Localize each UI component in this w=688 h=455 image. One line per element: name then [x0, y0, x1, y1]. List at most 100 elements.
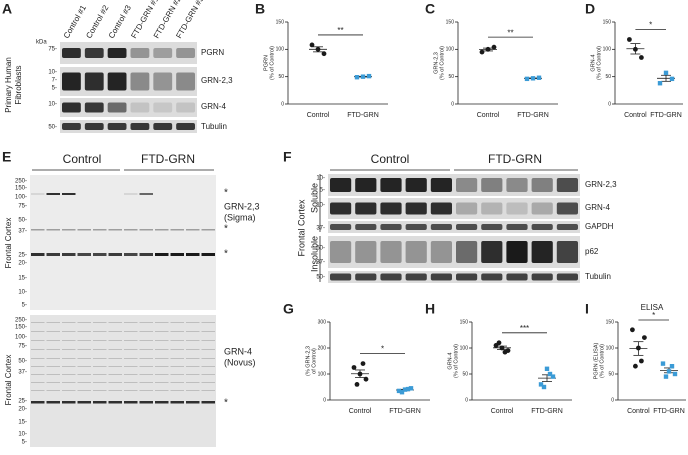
y-axis-label: PGRN: [263, 55, 269, 71]
blot-band: [124, 358, 138, 359]
blot-band: [124, 366, 138, 367]
y-tick-label: 0: [608, 101, 611, 107]
marker-label: 50-: [18, 218, 27, 224]
blot-band: [176, 72, 195, 91]
blot-band: [108, 390, 122, 391]
blot-band: [201, 390, 215, 391]
asterisk: *: [224, 398, 228, 409]
x-tick-label: FTD-GRN: [653, 408, 685, 415]
blot-band: [62, 331, 76, 332]
y-tick-label: 300: [318, 319, 327, 325]
data-point: [502, 349, 508, 355]
asterisk: *: [224, 249, 228, 260]
blot-label: p62: [585, 247, 599, 256]
asterisk: *: [224, 224, 228, 235]
blot-band: [46, 322, 60, 323]
blot-band: [77, 340, 91, 341]
data-point: [315, 46, 321, 52]
panel-letter: I: [585, 301, 589, 317]
blot-label: GRN-4: [585, 203, 610, 212]
tissue-label: Frontal Cortex: [4, 355, 13, 406]
data-point: [524, 76, 530, 82]
y-axis-label: GRN-4: [590, 54, 596, 71]
y-tick-label: 50: [278, 74, 284, 80]
blot-band: [77, 366, 91, 367]
blot-band: [130, 102, 150, 113]
marker-label: 150-: [15, 325, 27, 331]
blot-band: [556, 202, 578, 215]
blot-band: [202, 193, 216, 195]
blot-band: [456, 178, 478, 192]
data-point: [663, 374, 669, 379]
y-tick-label: 50: [608, 371, 614, 377]
marker-label: 15-: [18, 420, 27, 426]
blot-band: [84, 48, 104, 58]
blot-band: [77, 358, 91, 359]
blot-band: [31, 401, 45, 404]
blot-band: [155, 358, 169, 359]
x-tick-label: Control: [477, 112, 500, 119]
blot-band: [380, 202, 402, 215]
blot-band: [139, 401, 153, 404]
blot-band: [124, 229, 138, 231]
blot-band: [93, 382, 107, 383]
y-axis-label: (% of Control): [269, 46, 275, 80]
blot-band: [46, 382, 60, 383]
blot-band: [355, 273, 377, 281]
blot-band: [139, 340, 153, 341]
blot-band: [186, 193, 200, 195]
panel-letter: B: [255, 1, 265, 17]
blot-band: [93, 322, 107, 323]
blot-band: [139, 366, 153, 367]
blot-band: [107, 123, 127, 130]
blot-band: [155, 349, 169, 350]
y-tick-label: 100: [318, 371, 327, 377]
y-axis-label: (% of Control): [596, 46, 602, 80]
blot-band: [108, 374, 122, 375]
blot-band: [31, 366, 45, 367]
blot-band: [46, 193, 60, 195]
blot-band: [31, 390, 45, 391]
data-point: [660, 361, 666, 366]
blot-band: [108, 322, 122, 323]
kda-label: kDa: [36, 40, 47, 46]
marker-label: 75-: [48, 47, 57, 53]
significance-label: **: [337, 26, 343, 35]
blot-band: [170, 253, 184, 256]
data-point: [636, 345, 641, 351]
blot-band: [330, 224, 352, 230]
blot-band: [201, 358, 215, 359]
y-tick-label: 0: [451, 101, 454, 107]
x-tick-label: FTD-GRN: [347, 112, 379, 119]
blot-band: [380, 224, 402, 230]
blot-band: [93, 366, 107, 367]
marker-label: 50-: [48, 125, 57, 131]
blot-label: GRN-2,3: [201, 76, 233, 85]
significance-label: *: [381, 345, 384, 354]
y-tick-label: 0: [281, 101, 284, 107]
marker-label: 5-: [22, 303, 27, 309]
marker-label: 10-: [18, 290, 27, 296]
blot-band: [93, 340, 107, 341]
data-point: [639, 55, 644, 60]
blot-band: [201, 340, 215, 341]
y-tick-label: 200: [318, 345, 327, 351]
blot-band: [531, 202, 553, 215]
blot-band: [62, 390, 76, 391]
data-point: [633, 363, 638, 369]
blot-band: [124, 193, 138, 195]
blot-band: [130, 123, 150, 130]
x-tick-label: FTD-GRN: [650, 112, 682, 119]
y-tick-label: 150: [276, 19, 285, 25]
blot-band: [46, 366, 60, 367]
x-tick-label: FTD-GRN: [389, 408, 421, 415]
side-label: Fibroblasts: [14, 65, 23, 104]
blot-band: [139, 374, 153, 375]
blot-band: [153, 72, 173, 91]
group-label: FTD-GRN: [488, 152, 542, 166]
marker-label: 75-: [18, 204, 27, 210]
data-point: [405, 386, 411, 392]
data-point: [669, 76, 675, 82]
blot-band: [155, 229, 169, 231]
